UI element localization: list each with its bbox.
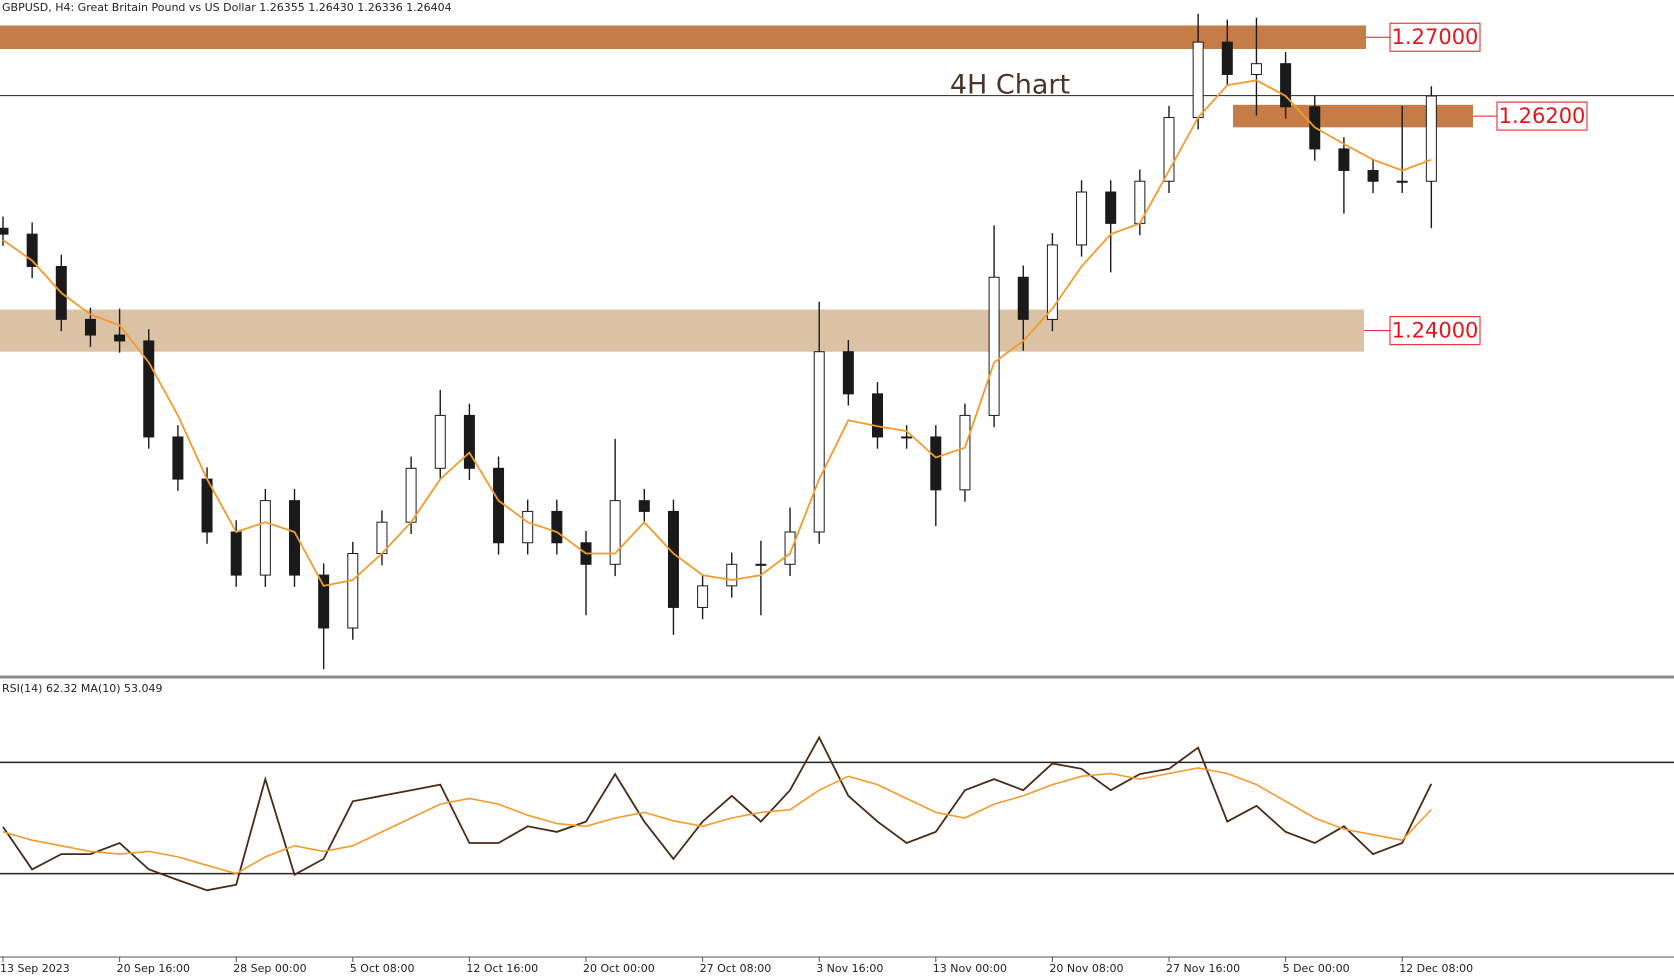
- symbol-header: GBPUSD, H4: Great Britain Pound vs US Do…: [2, 1, 452, 14]
- candle-body: [259, 500, 271, 576]
- candle-body: [813, 351, 825, 533]
- moving-average: [2, 79, 1432, 587]
- candle-body: [988, 276, 1000, 416]
- x-tick-label: 27 Nov 16:00: [1166, 962, 1240, 975]
- candle-body: [930, 436, 942, 491]
- rsi-line: [2, 735, 1433, 892]
- zone-label: 1.27000: [1392, 25, 1479, 49]
- zone: [0, 309, 1364, 352]
- candle-body: [318, 574, 330, 629]
- candle-body: [842, 351, 854, 395]
- x-tick-label: 27 Oct 08:00: [700, 962, 772, 975]
- zone: [0, 25, 1366, 49]
- candle-body: [784, 531, 796, 565]
- candle-body: [1017, 276, 1029, 320]
- zone-label-box: [1389, 316, 1481, 346]
- candle-body: [1221, 41, 1233, 75]
- candle-body: [289, 500, 300, 576]
- x-tick-label: 3 Nov 16:00: [816, 962, 883, 975]
- candle-body: [1046, 244, 1058, 320]
- candle-body: [0, 227, 9, 235]
- candle-body: [755, 563, 767, 566]
- candle-body: [347, 553, 359, 629]
- zone-label: 1.26200: [1499, 104, 1586, 128]
- candle-body: [667, 510, 679, 608]
- candle-body: [230, 531, 242, 576]
- zone-label-box: [1496, 101, 1588, 131]
- x-tick-label: 13 Sep 2023: [0, 962, 70, 975]
- x-tick-label: 12 Oct 16:00: [466, 962, 538, 975]
- candle-body: [84, 318, 96, 336]
- x-tick-label: 12 Dec 08:00: [1399, 962, 1473, 975]
- rsi-label: RSI(14) 62.32 MA(10) 53.049: [2, 682, 163, 695]
- x-tick-label: 5 Oct 08:00: [350, 962, 415, 975]
- candle-body: [609, 500, 621, 565]
- x-tick-label: 20 Nov 08:00: [1049, 962, 1123, 975]
- zone-label: 1.24000: [1392, 319, 1479, 343]
- candle-body: [1250, 63, 1262, 75]
- x-tick-label: 28 Sep 00:00: [233, 962, 306, 975]
- candle-body: [405, 467, 417, 523]
- candle-body: [1367, 169, 1379, 182]
- candle-body: [1396, 180, 1408, 183]
- candle-body: [959, 414, 971, 491]
- candle-body: [493, 467, 505, 544]
- zone: [1233, 104, 1473, 128]
- candle-body: [143, 340, 155, 438]
- candle-body: [26, 233, 38, 267]
- candle-body: [114, 334, 126, 342]
- chart-title: 4H Chart: [950, 70, 1070, 101]
- candle-body: [1163, 117, 1175, 182]
- rsi-line: [2, 767, 1432, 875]
- candle-body: [1105, 191, 1117, 224]
- candle-body: [1192, 41, 1204, 119]
- candle-body: [522, 510, 534, 544]
- candle-body: [901, 436, 913, 439]
- x-tick-label: 13 Nov 00:00: [933, 962, 1007, 975]
- candle-body: [1338, 148, 1350, 171]
- candle-body: [872, 393, 883, 438]
- candle-body: [638, 500, 650, 512]
- x-tick-label: 20 Oct 00:00: [583, 962, 655, 975]
- candle-body: [551, 510, 563, 544]
- x-tick-label: 20 Sep 16:00: [117, 962, 190, 975]
- x-tick-label: 5 Dec 00:00: [1283, 962, 1350, 975]
- candle-body: [1280, 63, 1292, 108]
- candle-body: [172, 436, 184, 480]
- candle-body: [697, 585, 709, 608]
- candle-body: [726, 563, 738, 587]
- candle-body: [434, 414, 446, 469]
- candle-body: [1425, 95, 1437, 182]
- candle-body: [1076, 191, 1088, 246]
- zone-label-box: [1389, 22, 1481, 52]
- candle-body: [463, 414, 475, 469]
